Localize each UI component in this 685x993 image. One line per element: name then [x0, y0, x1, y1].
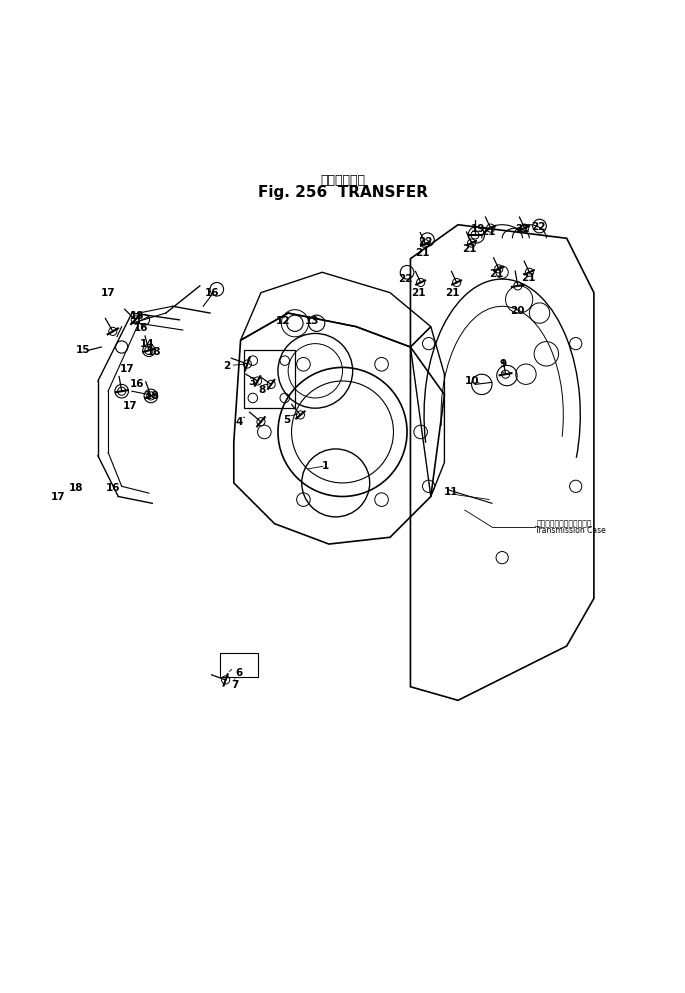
Text: 16: 16: [134, 323, 148, 333]
Text: 10: 10: [464, 376, 479, 386]
Text: 18: 18: [69, 483, 84, 493]
Text: 22: 22: [531, 221, 545, 231]
Text: 21: 21: [515, 224, 530, 234]
Text: 21: 21: [482, 226, 496, 236]
Text: 17: 17: [123, 401, 137, 411]
Text: 13: 13: [305, 316, 319, 327]
Text: 5: 5: [283, 415, 290, 425]
Text: 21: 21: [412, 288, 426, 298]
Text: トランスファ: トランスファ: [320, 174, 365, 187]
Text: 12: 12: [276, 316, 290, 327]
Text: 21: 21: [490, 269, 504, 279]
Text: 7: 7: [232, 680, 239, 690]
Text: 18: 18: [145, 391, 160, 401]
Text: 17: 17: [51, 492, 66, 501]
Text: 14: 14: [140, 339, 154, 349]
Text: 16: 16: [106, 484, 121, 494]
Text: 2: 2: [223, 361, 231, 371]
Text: 6: 6: [235, 668, 242, 678]
Text: 21: 21: [445, 288, 460, 298]
Text: 15: 15: [76, 346, 90, 355]
Text: 11: 11: [444, 487, 458, 496]
Text: 21: 21: [521, 273, 535, 283]
Text: 9: 9: [500, 359, 507, 369]
Text: 22: 22: [398, 274, 412, 284]
Text: 18: 18: [129, 312, 144, 322]
Text: 3: 3: [249, 377, 256, 387]
Text: 17: 17: [101, 288, 115, 298]
Bar: [220, 652, 258, 676]
Text: トランスミッションケース: トランスミッションケース: [536, 519, 592, 528]
Text: 16: 16: [130, 379, 145, 389]
Text: 18: 18: [147, 348, 162, 357]
Text: 17: 17: [120, 363, 134, 373]
Text: 1: 1: [322, 461, 329, 471]
Text: 4: 4: [236, 417, 243, 427]
Text: 21: 21: [462, 243, 476, 253]
Text: 8: 8: [259, 385, 266, 395]
Text: Fig. 256  TRANSFER: Fig. 256 TRANSFER: [258, 185, 427, 200]
Text: 21: 21: [415, 248, 430, 258]
Text: Transmission Case: Transmission Case: [535, 526, 606, 535]
Text: 16: 16: [205, 288, 219, 298]
Text: 20: 20: [510, 306, 525, 316]
Text: 22: 22: [418, 236, 433, 246]
Bar: [244, 351, 295, 408]
Text: 19: 19: [471, 224, 486, 234]
